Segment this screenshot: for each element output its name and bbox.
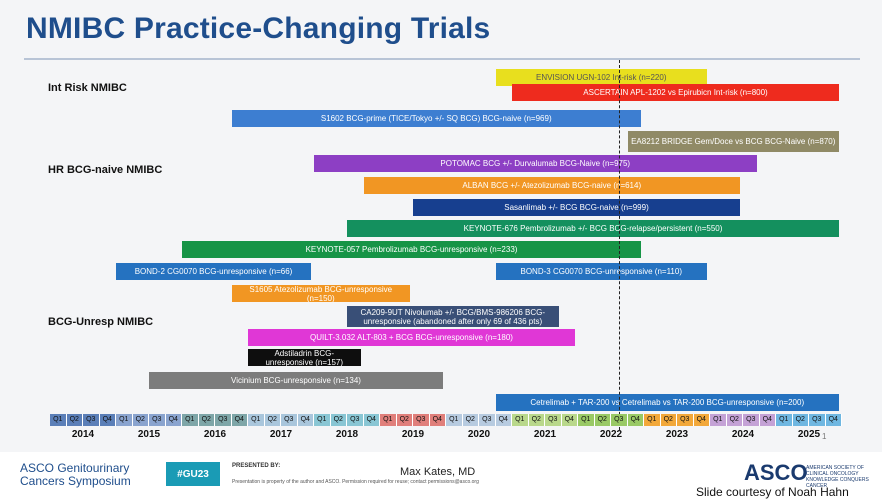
- meeting-line-1: ASCO Genitourinary: [20, 461, 130, 475]
- page-title: NMIBC Practice-Changing Trials: [26, 12, 491, 45]
- quarter-tick: Q4: [759, 414, 776, 426]
- trial-bar: Sasanlimab +/- BCG BCG-naive (n=999): [413, 199, 740, 216]
- asco-tagline: AMERICAN SOCIETY OF CLINICAL ONCOLOGY KN…: [806, 465, 869, 489]
- quarter-tick: Q1: [644, 414, 661, 426]
- quarter-tick: Q2: [132, 414, 149, 426]
- quarter-tick: Q4: [561, 414, 578, 426]
- year-label: 2025: [797, 429, 821, 440]
- slide-courtesy: Slide courtesy of Noah Hahn: [696, 485, 849, 499]
- year-label: 2018: [335, 429, 359, 440]
- quarter-tick: Q1: [50, 414, 67, 426]
- category-label-bcg-unresp: BCG-Unresp NMIBC: [48, 316, 154, 328]
- meeting-name: ASCO Genitourinary Cancers Symposium: [20, 462, 131, 488]
- quarter-tick: Q3: [545, 414, 562, 426]
- trial-bar: S1602 BCG-prime (TICE/Tokyo +/- SQ BCG) …: [231, 110, 641, 127]
- quarter-tick: Q3: [743, 414, 760, 426]
- quarter-tick: Q3: [83, 414, 100, 426]
- asco-logo: ASCO: [744, 460, 808, 485]
- quarter-tick: Q4: [429, 414, 446, 426]
- quarter-tick: Q4: [363, 414, 380, 426]
- quarter-tick: Q4: [495, 414, 512, 426]
- page-number: 1: [822, 432, 827, 441]
- trial-bar: Adstiladrin BCG-unresponsive (n=157): [248, 349, 361, 366]
- quarter-tick: Q3: [347, 414, 364, 426]
- quarter-tick: Q4: [99, 414, 116, 426]
- quarter-tick: Q4: [693, 414, 710, 426]
- quarter-tick: Q2: [330, 414, 347, 426]
- quarter-tick: Q3: [479, 414, 496, 426]
- quarter-tick: Q2: [66, 414, 83, 426]
- quarter-tick: Q4: [297, 414, 314, 426]
- quarter-tick: Q1: [578, 414, 595, 426]
- trial-bar: S1605 Atezolizumab BCG-unresponsive (n=1…: [231, 285, 410, 302]
- trial-bar: EA8212 BRIDGE Gem/Doce vs BCG BCG-Naive …: [627, 131, 839, 152]
- trial-bar: Cetrelimab + TAR-200 vs Cetrelimab vs TA…: [495, 394, 839, 411]
- quarter-tick: Q1: [182, 414, 199, 426]
- quarter-tick: Q2: [660, 414, 677, 426]
- quarter-tick: Q1: [776, 414, 793, 426]
- trial-bar: BOND-3 CG0070 BCG-unresponsive (n=110): [495, 263, 707, 280]
- trial-bar: POTOMAC BCG +/- Durvalumab BCG-Naive (n=…: [314, 155, 757, 172]
- trial-bar: CA209-9UT Nivolumab +/- BCG/BMS-986206 B…: [347, 306, 559, 327]
- quarter-tick: Q2: [726, 414, 743, 426]
- trial-bar: BOND-2 CG0070 BCG-unresponsive (n=66): [116, 263, 311, 280]
- quarter-tick: Q3: [413, 414, 430, 426]
- year-label: 2017: [269, 429, 293, 440]
- current-date-marker: [619, 60, 621, 430]
- year-label: 2015: [137, 429, 161, 440]
- year-label: 2014: [71, 429, 95, 440]
- quarter-tick: Q1: [710, 414, 727, 426]
- quarter-tick: Q2: [528, 414, 545, 426]
- quarter-tick: Q3: [149, 414, 166, 426]
- year-label: 2024: [731, 429, 755, 440]
- trial-bar: ALBAN BCG +/- Atezolizumab BCG-naive (n=…: [363, 177, 740, 194]
- trial-bar: ASCERTAIN APL-1202 vs Epirubicn Int-risk…: [512, 84, 839, 101]
- trial-bar: KEYNOTE-057 Pembrolizumab BCG-unresponsi…: [182, 241, 641, 258]
- year-label: 2019: [401, 429, 425, 440]
- quarter-tick: Q2: [264, 414, 281, 426]
- year-label: 2020: [467, 429, 491, 440]
- year-label: 2016: [203, 429, 227, 440]
- quarter-tick: Q2: [396, 414, 413, 426]
- quarter-tick: Q2: [792, 414, 809, 426]
- trial-bar: KEYNOTE-676 Pembrolizumab +/- BCG BCG-re…: [347, 220, 839, 237]
- quarter-tick: Q3: [677, 414, 694, 426]
- presented-by-label: PRESENTED BY:: [232, 463, 281, 469]
- quarter-tick: Q1: [380, 414, 397, 426]
- category-label-int-risk: Int Risk NMIBC: [48, 82, 127, 94]
- quarter-tick: Q2: [594, 414, 611, 426]
- trial-bar: Vicinium BCG-unresponsive (n=134): [149, 372, 443, 389]
- quarter-tick: Q4: [825, 414, 842, 426]
- quarter-tick: Q4: [165, 414, 182, 426]
- quarter-tick: Q4: [627, 414, 644, 426]
- quarter-tick: Q4: [231, 414, 248, 426]
- quarter-tick: Q2: [198, 414, 215, 426]
- meeting-line-2: Cancers Symposium: [20, 474, 131, 488]
- hashtag-badge: #GU23: [166, 462, 220, 486]
- quarter-tick: Q3: [215, 414, 232, 426]
- property-note: Presentation is property of the author a…: [232, 479, 479, 485]
- title-underline: [24, 58, 860, 60]
- year-label: 2022: [599, 429, 623, 440]
- presenter-name: Max Kates, MD: [400, 466, 476, 478]
- quarter-tick: Q3: [809, 414, 826, 426]
- quarter-tick: Q1: [446, 414, 463, 426]
- slide-footer: [0, 452, 882, 502]
- trial-bar: ENVISION UGN-102 Int-risk (n=220): [495, 69, 707, 86]
- year-label: 2023: [665, 429, 689, 440]
- quarter-tick: Q3: [281, 414, 298, 426]
- quarter-tick: Q1: [248, 414, 265, 426]
- quarter-tick: Q2: [462, 414, 479, 426]
- quarter-tick: Q1: [116, 414, 133, 426]
- quarter-tick: Q3: [611, 414, 628, 426]
- quarter-tick: Q1: [314, 414, 331, 426]
- category-label-hr-bcg-naive: HR BCG-naive NMIBC: [48, 164, 163, 176]
- trial-bar: QUILT-3.032 ALT-803 + BCG BCG-unresponsi…: [248, 329, 575, 346]
- quarter-tick: Q1: [512, 414, 529, 426]
- year-label: 2021: [533, 429, 557, 440]
